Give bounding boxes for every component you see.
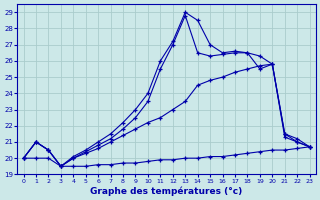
X-axis label: Graphe des températures (°c): Graphe des températures (°c): [91, 186, 243, 196]
